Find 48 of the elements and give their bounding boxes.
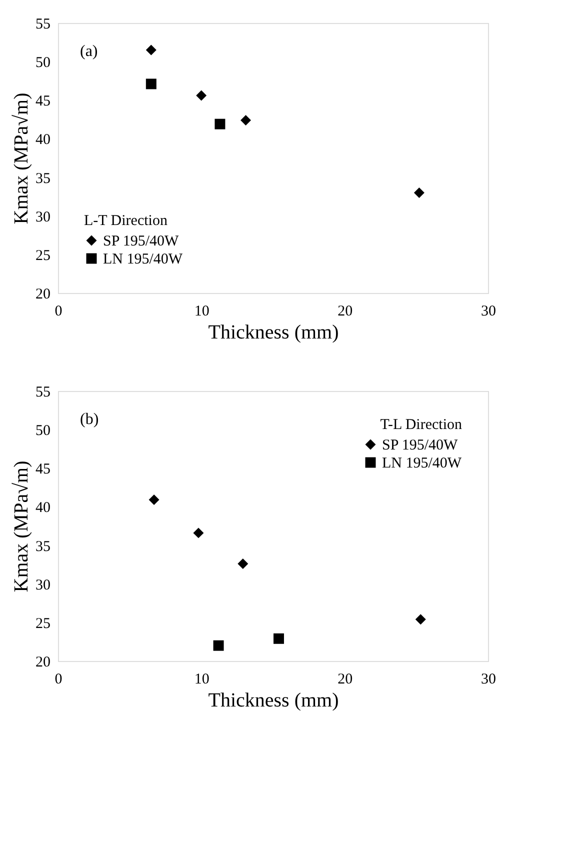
- annotation: (b): [80, 411, 99, 428]
- point: [213, 640, 224, 651]
- y-tick-label: 45: [36, 94, 50, 110]
- point: [146, 78, 156, 90]
- y-tick-label: 20: [36, 654, 50, 670]
- x-tick-label: 30: [481, 672, 496, 688]
- point: [240, 114, 252, 126]
- x-tick-label: 20: [338, 672, 353, 688]
- y-axis-title: Kmax (MPa√m): [10, 460, 32, 592]
- annotation: (a): [80, 43, 98, 60]
- y-tick-label: 50: [36, 423, 50, 440]
- x-tick-label: 20: [338, 304, 353, 320]
- y-tick-label: 25: [36, 616, 50, 632]
- legend-title: L-T Direction: [84, 213, 168, 229]
- legend-label: LN 195/40W: [103, 252, 184, 268]
- y-tick-label: 55: [36, 384, 50, 400]
- x-tick-label: 10: [194, 304, 210, 320]
- y-tick-label: 35: [36, 170, 50, 187]
- point: [415, 614, 426, 625]
- y-tick-label: 50: [36, 55, 50, 72]
- point: [193, 528, 204, 538]
- x-tick-label: 10: [194, 672, 210, 688]
- y-tick-label: 55: [36, 16, 50, 32]
- point: [196, 90, 207, 101]
- legend-title: T-L Direction: [380, 417, 462, 433]
- y-tick-label: 30: [36, 209, 50, 226]
- y-tick-label: 45: [36, 462, 50, 478]
- legend-label: SP 195/40W: [103, 234, 180, 250]
- point: [238, 558, 248, 570]
- x-tick-label: 30: [481, 304, 496, 320]
- y-tick-label: 25: [36, 248, 50, 264]
- legend-label: LN 195/40W: [382, 456, 462, 472]
- point: [146, 44, 156, 56]
- y-tick-label: 35: [36, 538, 50, 555]
- legend-label: SP 195/40W: [382, 438, 459, 454]
- point: [414, 187, 424, 198]
- x-axis-title: Thickness (mm): [208, 690, 339, 712]
- y-tick-label: 40: [36, 500, 50, 516]
- x-axis-title: Thickness (mm): [208, 322, 339, 344]
- x-tick-label: 0: [54, 304, 62, 320]
- y-axis-title: Kmax (MPa√m): [10, 92, 32, 224]
- point: [214, 118, 226, 130]
- y-tick-label: 40: [36, 132, 50, 148]
- x-tick-label: 0: [54, 672, 62, 688]
- y-tick-label: 30: [36, 577, 50, 594]
- point: [148, 494, 160, 506]
- point: [273, 633, 284, 644]
- y-tick-label: 20: [36, 286, 50, 302]
